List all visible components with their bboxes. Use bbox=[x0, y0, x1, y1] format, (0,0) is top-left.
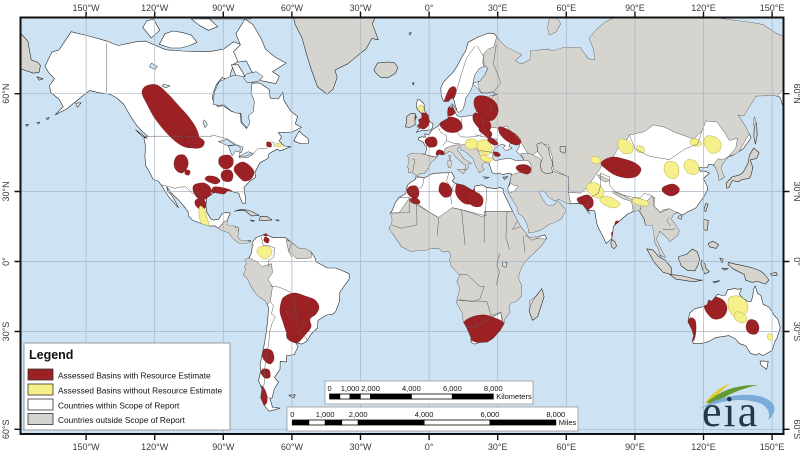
svg-text:150°W: 150°W bbox=[73, 3, 101, 13]
svg-text:eia: eia bbox=[702, 387, 759, 436]
svg-text:2,000: 2,000 bbox=[361, 384, 380, 393]
svg-text:8,000: 8,000 bbox=[546, 410, 565, 419]
svg-text:Kilometers: Kilometers bbox=[496, 392, 532, 401]
svg-text:60°W: 60°W bbox=[281, 442, 304, 452]
svg-text:4,000: 4,000 bbox=[402, 384, 421, 393]
svg-text:0°: 0° bbox=[425, 442, 434, 452]
svg-text:60°W: 60°W bbox=[281, 3, 304, 13]
svg-text:90°E: 90°E bbox=[625, 442, 645, 452]
svg-text:1,000: 1,000 bbox=[316, 410, 335, 419]
svg-text:0: 0 bbox=[290, 410, 294, 419]
svg-text:8,000: 8,000 bbox=[484, 384, 503, 393]
svg-text:60°N: 60°N bbox=[792, 84, 800, 104]
svg-text:150°E: 150°E bbox=[760, 442, 785, 452]
svg-text:0: 0 bbox=[328, 384, 332, 393]
svg-text:4,000: 4,000 bbox=[415, 410, 434, 419]
svg-text:120°W: 120°W bbox=[141, 442, 169, 452]
svg-text:Legend: Legend bbox=[29, 348, 73, 362]
svg-text:30°N: 30°N bbox=[1, 181, 11, 201]
svg-text:2,000: 2,000 bbox=[349, 410, 368, 419]
svg-text:Miles: Miles bbox=[559, 418, 577, 427]
svg-text:30°S: 30°S bbox=[1, 322, 11, 342]
svg-text:Countries outside Scope of Rep: Countries outside Scope of Report bbox=[58, 415, 186, 425]
svg-text:90°W: 90°W bbox=[212, 442, 235, 452]
svg-text:90°W: 90°W bbox=[212, 3, 235, 13]
svg-text:60°E: 60°E bbox=[556, 3, 576, 13]
svg-text:120°W: 120°W bbox=[141, 3, 169, 13]
svg-text:150°E: 150°E bbox=[760, 3, 785, 13]
svg-text:150°W: 150°W bbox=[73, 442, 101, 452]
svg-text:Countries within Scope of Repo: Countries within Scope of Report bbox=[58, 401, 180, 411]
svg-text:30°W: 30°W bbox=[349, 442, 372, 452]
svg-text:120°E: 120°E bbox=[691, 442, 716, 452]
svg-text:0°: 0° bbox=[425, 3, 434, 13]
svg-text:6,000: 6,000 bbox=[481, 410, 500, 419]
svg-text:30°S: 30°S bbox=[792, 322, 800, 342]
svg-text:0°: 0° bbox=[1, 257, 11, 266]
svg-text:30°W: 30°W bbox=[349, 3, 372, 13]
svg-text:30°E: 30°E bbox=[488, 442, 508, 452]
svg-text:60°S: 60°S bbox=[792, 419, 800, 439]
svg-text:6,000: 6,000 bbox=[443, 384, 462, 393]
svg-text:Assessed Basins without Resour: Assessed Basins without Resource Estimat… bbox=[58, 386, 223, 396]
svg-text:60°N: 60°N bbox=[1, 84, 11, 104]
svg-text:0°: 0° bbox=[792, 257, 800, 266]
svg-text:60°E: 60°E bbox=[556, 442, 576, 452]
svg-text:30°E: 30°E bbox=[488, 3, 508, 13]
svg-text:60°S: 60°S bbox=[1, 419, 11, 439]
svg-text:1,000: 1,000 bbox=[341, 384, 360, 393]
svg-text:30°N: 30°N bbox=[792, 181, 800, 201]
svg-text:120°E: 120°E bbox=[691, 3, 716, 13]
svg-text:Assessed Basins with Resource: Assessed Basins with Resource Estimate bbox=[58, 371, 211, 381]
svg-text:90°E: 90°E bbox=[625, 3, 645, 13]
